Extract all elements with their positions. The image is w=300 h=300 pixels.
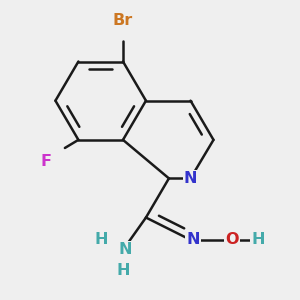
Text: Br: Br [113, 14, 133, 28]
Text: N: N [184, 171, 197, 186]
Text: H: H [116, 263, 130, 278]
Text: F: F [40, 154, 52, 169]
Text: H: H [94, 232, 108, 247]
Text: H: H [251, 232, 265, 247]
Text: N: N [187, 232, 200, 247]
Text: N: N [119, 242, 132, 257]
Text: O: O [226, 232, 239, 247]
